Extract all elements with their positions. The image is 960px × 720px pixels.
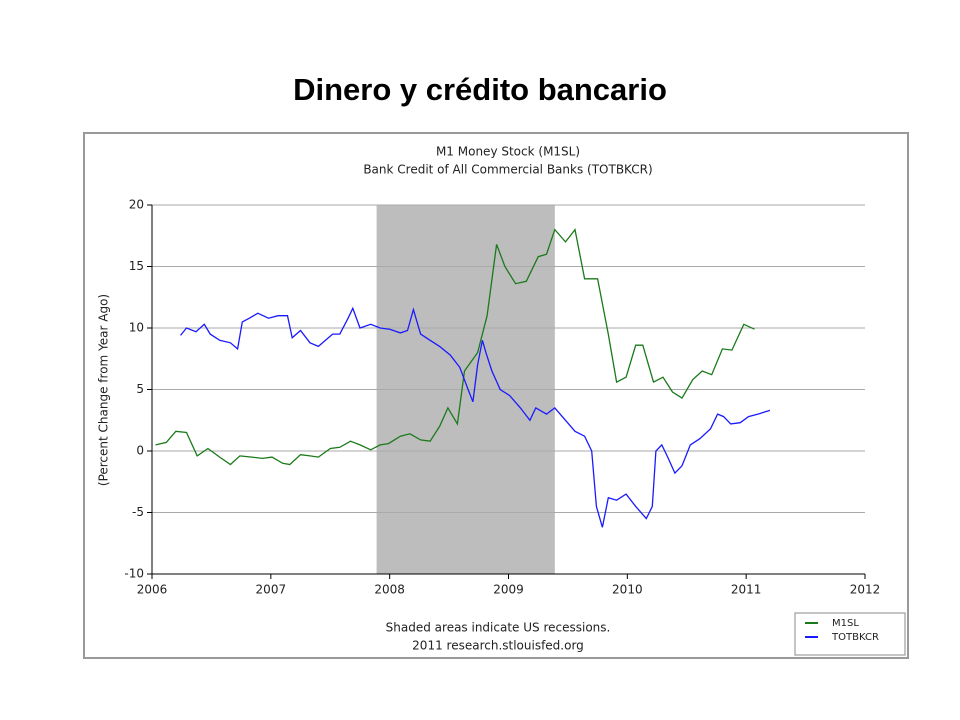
- y-axis-label: (Percent Change from Year Ago): [97, 294, 111, 486]
- y-tick-label: 10: [129, 321, 144, 335]
- x-tick-label: 2007: [256, 583, 287, 597]
- x-tick-label: 2006: [137, 583, 168, 597]
- y-tick-label: 0: [136, 444, 144, 458]
- legend-label: TOTBKCR: [831, 632, 879, 643]
- legend-label: M1SL: [832, 618, 859, 629]
- legend-box: [794, 612, 906, 656]
- series-line: [155, 228, 755, 466]
- chart-title: M1 Money Stock (M1SL): [436, 145, 580, 159]
- y-tick-label: 5: [136, 382, 144, 396]
- x-tick-label: 2010: [612, 583, 643, 597]
- note: Shaded areas indicate US recessions.: [386, 621, 611, 635]
- x-tick-label: 2009: [493, 583, 524, 597]
- series-line: [179, 306, 771, 528]
- x-tick-label: 2012: [850, 583, 881, 597]
- y-tick-label: 20: [129, 198, 144, 212]
- chart-subtitle: Bank Credit of All Commercial Banks (TOT…: [363, 163, 652, 177]
- slide-title: Dinero y crédito bancario: [293, 72, 667, 107]
- y-tick-label: 15: [129, 259, 144, 273]
- x-tick-label: 2008: [374, 583, 405, 597]
- y-tick-label: -5: [132, 505, 144, 519]
- source: 2011 research.stlouisfed.org: [412, 639, 584, 653]
- y-tick-label: -10: [124, 567, 144, 581]
- x-tick-label: 2011: [731, 583, 762, 597]
